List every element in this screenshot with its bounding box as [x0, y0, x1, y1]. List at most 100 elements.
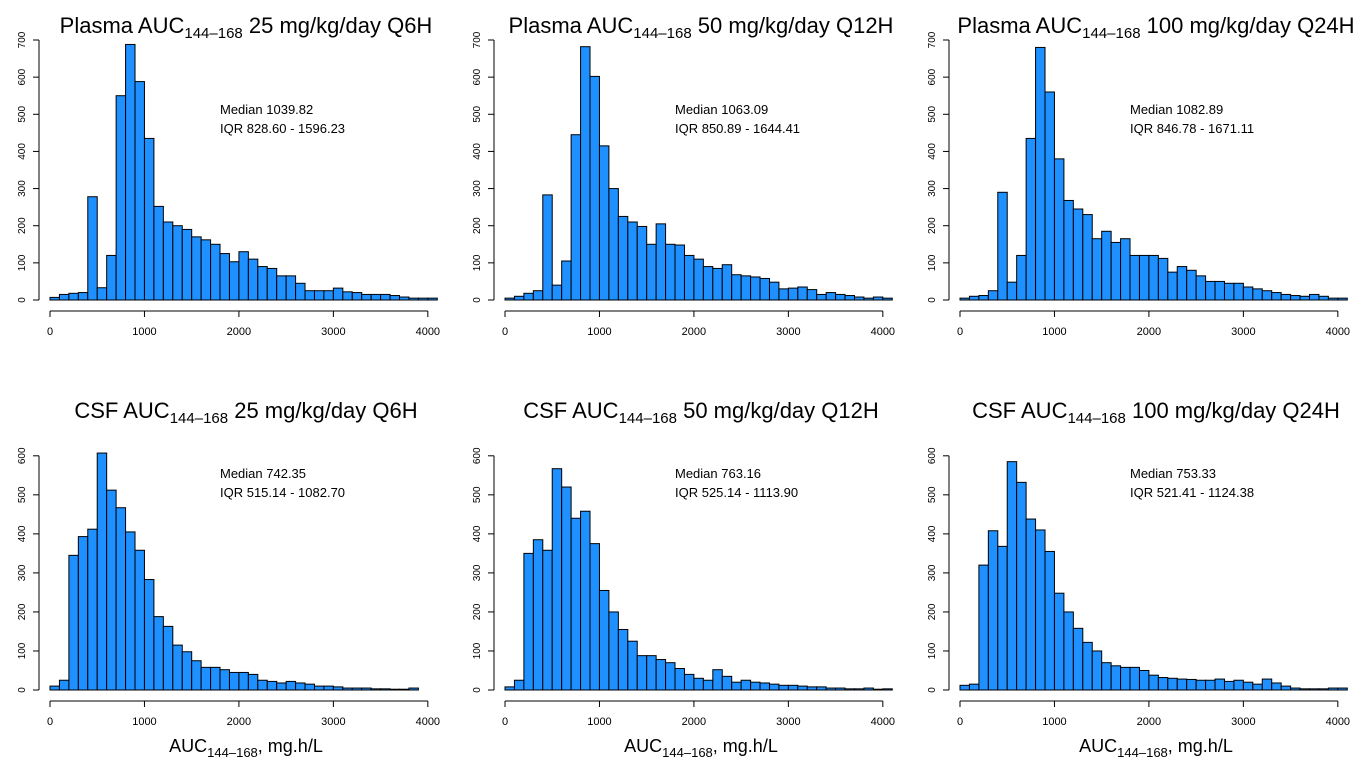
histogram-bar — [181, 651, 193, 691]
y-tick-label: 500 — [472, 486, 483, 503]
x-tick-label: 2000 — [1137, 326, 1161, 338]
panel-title-subscript: 144–168 — [184, 25, 242, 42]
histogram-bar — [49, 296, 60, 301]
histogram-bar — [238, 671, 249, 691]
histogram-bar — [721, 264, 733, 301]
histogram-bar — [96, 452, 108, 691]
histogram-bar — [1063, 611, 1074, 691]
y-tick-label: 300 — [472, 180, 483, 197]
histogram-bar — [598, 589, 610, 691]
histogram-bar — [361, 293, 372, 301]
histogram-bar — [778, 684, 789, 691]
y-tick-label: 100 — [472, 254, 483, 271]
median-annotation: Median 1063.09 — [675, 102, 768, 117]
histogram-bar — [608, 611, 619, 691]
histogram-bar — [1110, 665, 1122, 691]
histogram-bar — [1205, 280, 1216, 301]
histogram-bar — [417, 297, 429, 301]
histogram-bar — [295, 682, 306, 691]
histogram-bar — [1327, 687, 1339, 691]
histogram-bar — [863, 687, 874, 691]
histogram-bar — [1082, 641, 1093, 691]
y-tick-label: 200 — [472, 217, 483, 234]
histogram-bar — [1318, 688, 1329, 691]
histogram-bar — [408, 687, 419, 691]
x-tick-label: 1000 — [132, 326, 156, 338]
histogram-bar — [408, 297, 419, 301]
histogram-bar — [1176, 678, 1188, 691]
histogram-bar — [882, 297, 893, 301]
histogram-bar — [228, 261, 240, 301]
histogram-bar — [191, 660, 202, 691]
x-tick-label: 4000 — [871, 716, 895, 728]
histogram-bar — [96, 287, 108, 301]
histogram-bar — [636, 225, 648, 301]
histogram-bar — [1280, 293, 1292, 301]
y-tick-label: 200 — [927, 603, 938, 620]
histogram-bar — [1308, 688, 1320, 691]
histogram-bar — [1280, 685, 1292, 691]
y-tick-label: 400 — [927, 143, 938, 160]
histogram-bar — [1053, 158, 1065, 301]
histogram-bar — [1214, 280, 1225, 301]
histogram-bar — [153, 205, 164, 301]
panel-title-main: Plasma AUC — [60, 13, 185, 38]
histogram-bar — [162, 221, 174, 301]
histogram-bar — [1186, 678, 1197, 691]
panel-title-subscript: 144–168 — [619, 410, 677, 427]
panel-3: Plasma AUC144–168 100 mg/kg/day Q24H 0 100… — [927, 13, 1355, 338]
x-tick-label: 3000 — [1231, 716, 1255, 728]
histogram-bar — [68, 554, 79, 691]
x-axis-label-main: AUC — [1079, 736, 1117, 756]
histogram-bar — [87, 528, 98, 691]
histogram-bar — [427, 297, 438, 301]
x-tick-label: 0 — [502, 326, 508, 338]
histogram-bar — [1308, 293, 1320, 301]
histogram-bar — [1290, 295, 1301, 301]
histogram-bar — [1120, 666, 1131, 691]
histogram-bar — [134, 549, 145, 691]
histogram-bar — [997, 545, 1008, 691]
histogram-bar — [1223, 282, 1235, 301]
histogram-bar — [1138, 254, 1150, 301]
x-tick-label: 1000 — [1042, 716, 1066, 728]
median-annotation: Median 1082.89 — [1130, 102, 1223, 117]
histogram-bar — [721, 675, 733, 691]
x-tick-label: 0 — [957, 716, 963, 728]
histogram-bar — [523, 292, 534, 301]
histogram-bar — [532, 539, 544, 691]
histogram-bar — [693, 258, 704, 301]
histogram-bar — [380, 688, 391, 691]
x-axis-label-rest: , mg.h/L — [258, 736, 323, 756]
histogram-bar — [1242, 286, 1254, 301]
histogram-bar — [1337, 687, 1348, 691]
histogram-bar — [806, 686, 818, 691]
histogram-bar — [683, 673, 695, 691]
iqr-annotation: IQR 515.14 - 1082.70 — [220, 485, 345, 500]
panel-title-rest: 50 mg/kg/day Q12H — [677, 398, 879, 423]
x-tick-label: 1000 — [1042, 326, 1066, 338]
histogram-bar — [513, 679, 525, 691]
y-tick-label: 500 — [17, 106, 28, 123]
histogram-bar — [570, 134, 582, 301]
y-tick-label: 200 — [17, 603, 28, 620]
y-tick-label: 100 — [17, 642, 28, 659]
histogram-bar — [693, 677, 704, 691]
panel-title: CSF AUC144–168 25 mg/kg/day Q6H — [74, 398, 417, 427]
histogram-bar — [646, 655, 657, 691]
histogram-bar — [1233, 282, 1244, 301]
histogram-bar — [106, 489, 117, 691]
histogram-bar — [702, 266, 714, 301]
histogram-bar — [238, 251, 249, 301]
histogram-bar — [797, 685, 808, 691]
histogram-bar — [1101, 230, 1112, 301]
histogram-bar — [1091, 650, 1103, 691]
histogram-bar — [513, 295, 525, 301]
histogram-bar — [1271, 682, 1282, 691]
x-tick-label: 0 — [502, 716, 508, 728]
histogram-bar — [646, 243, 657, 301]
histogram-bar — [398, 296, 410, 301]
histogram-bar — [276, 275, 287, 301]
histogram-bar — [172, 225, 183, 301]
